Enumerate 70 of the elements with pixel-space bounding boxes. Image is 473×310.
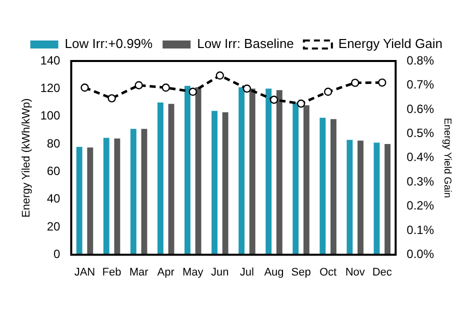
- bar: [195, 87, 202, 255]
- bar: [292, 102, 299, 255]
- bar: [238, 87, 245, 255]
- bar: [346, 140, 353, 255]
- y-tick-label: 0: [54, 247, 61, 262]
- point: [108, 94, 116, 102]
- y-tick-label: 40: [46, 192, 61, 206]
- bar: [320, 118, 326, 255]
- y-axis-title: Energy Yiled (kWh/kWp): [20, 98, 33, 218]
- y2-tick-label: 0.5%: [406, 126, 434, 140]
- bar: [358, 140, 364, 255]
- x-tick-label: Apr: [157, 266, 175, 278]
- point: [188, 88, 197, 96]
- bar: [103, 138, 110, 255]
- point: [216, 71, 224, 80]
- y-tick-label: 120: [40, 81, 61, 95]
- bar: [330, 119, 336, 255]
- point: [350, 78, 360, 87]
- y2-tick-label: 0.3%: [406, 174, 434, 188]
- bar: [157, 102, 164, 255]
- bar: [222, 112, 228, 255]
- point: [378, 78, 386, 87]
- x-tick-label: Dec: [372, 266, 392, 278]
- bar: [303, 105, 310, 255]
- bar: [76, 146, 82, 255]
- x-tick-label: May: [182, 266, 204, 278]
- x-tick-label: Jun: [211, 266, 229, 278]
- point: [80, 84, 89, 92]
- point: [134, 81, 143, 90]
- point: [162, 84, 170, 92]
- legend-label: Energy Yield Gain: [338, 36, 442, 52]
- bar: [276, 90, 282, 255]
- y2-tick-label: 0.7%: [406, 78, 434, 92]
- legend-label: Low Irr: Baseline: [197, 36, 294, 52]
- x-tick-label: Mar: [129, 266, 149, 278]
- y2-tick-label: 0.4%: [406, 150, 434, 164]
- x-tick-label: Feb: [102, 266, 122, 278]
- bar: [141, 128, 148, 255]
- x-tick-label: Aug: [264, 266, 284, 278]
- y2-tick-label: 0.2%: [406, 198, 434, 213]
- point: [324, 88, 332, 96]
- x-tick-label: Oct: [319, 266, 337, 278]
- bar: [114, 138, 120, 255]
- bar: [374, 142, 380, 255]
- point: [242, 84, 252, 93]
- y2-tick-label: 0.6%: [406, 102, 434, 116]
- point: [296, 100, 306, 108]
- y-tick-label: 100: [40, 108, 61, 123]
- x-tick-label: Jul: [240, 266, 254, 278]
- y2-tick-label: 0.0%: [406, 247, 434, 262]
- point: [270, 96, 278, 104]
- x-tick-label: JAN: [74, 266, 96, 278]
- y-tick-label: 140: [40, 53, 61, 68]
- x-tick-label: Sep: [291, 266, 311, 278]
- bar: [87, 148, 94, 255]
- y2-tick-label: 0.1%: [406, 222, 434, 237]
- bar: [168, 104, 174, 255]
- bar: [384, 144, 391, 255]
- x-tick-label: Nov: [345, 266, 366, 278]
- y-tick-label: 20: [46, 219, 61, 234]
- bar: [266, 88, 272, 255]
- y2-tick-label: 0.8%: [406, 53, 434, 68]
- bar: [130, 128, 136, 255]
- bar: [249, 88, 256, 255]
- y-tick-label: 60: [46, 164, 61, 178]
- y2-axis-title: Energy Yield Gain: [441, 118, 452, 198]
- bar: [212, 110, 218, 255]
- legend-label: Low Irr:+0.99%: [64, 36, 154, 52]
- y-tick-label: 80: [46, 136, 61, 150]
- bar: [184, 86, 190, 255]
